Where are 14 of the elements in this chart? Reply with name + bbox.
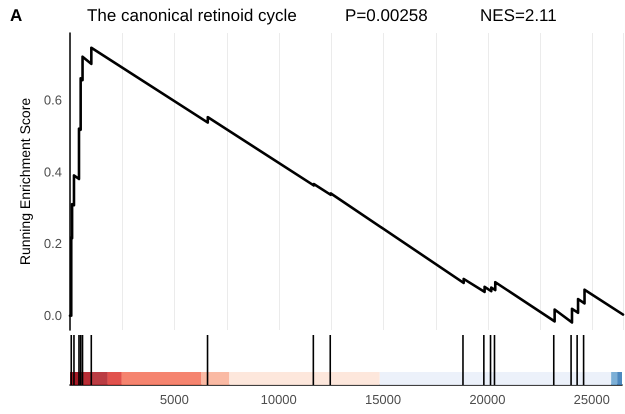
text: P=0.00258 — [345, 6, 428, 25]
x-tick-label: 5000 — [160, 392, 189, 407]
y-tick-label: 0.4 — [44, 164, 62, 180]
y-tick-label: 0.6 — [44, 92, 62, 108]
text: A — [10, 6, 22, 25]
chart-title: The canonical retinoid cycle — [87, 6, 297, 25]
text: NES=2.11 — [480, 6, 557, 25]
y-tick-label: 0.2 — [44, 236, 62, 252]
x-tick-label: 10000 — [260, 392, 297, 407]
x-tick-label: 20000 — [469, 392, 506, 407]
x-tick-label: 15000 — [364, 392, 402, 407]
y-axis-title: Running Enrichment Score — [17, 98, 33, 266]
x-tick-label: 25000 — [574, 392, 610, 407]
y-tick-label: 0.0 — [44, 308, 62, 324]
